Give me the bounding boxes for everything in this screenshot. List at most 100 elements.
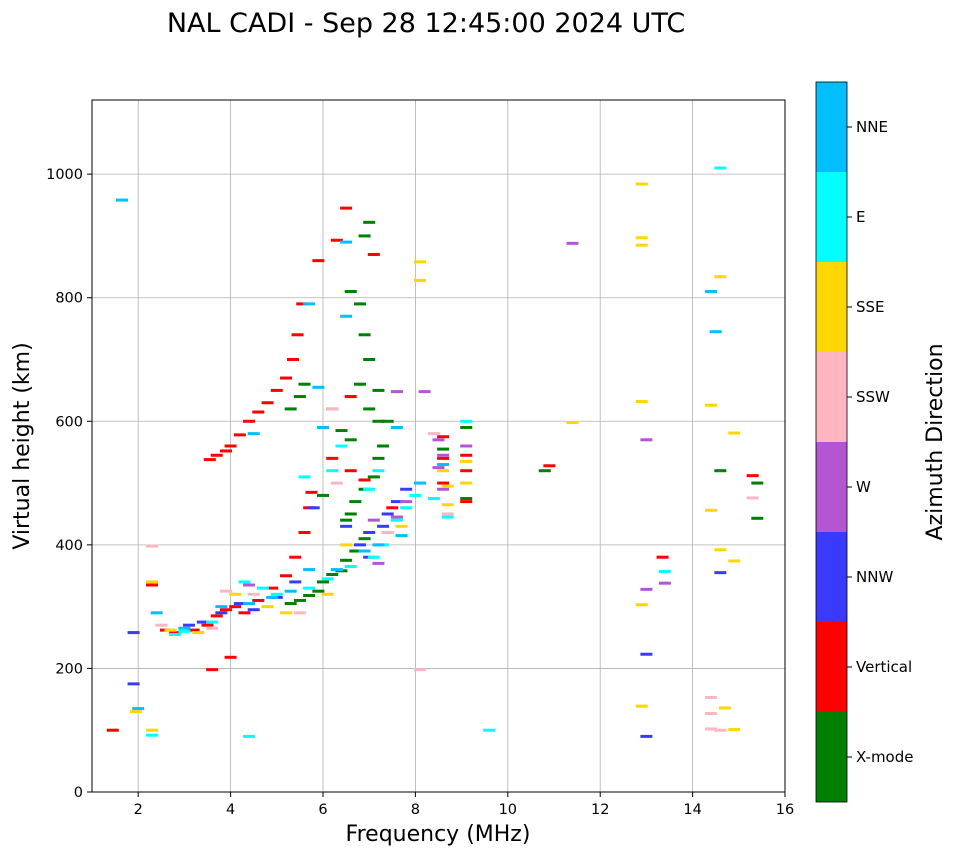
data-point [303,594,316,598]
series-nne [116,198,722,711]
data-point [460,481,473,485]
data-point [178,626,191,630]
data-point [635,400,648,404]
colorbar-segment [816,262,847,352]
colorbar-segment [816,622,847,712]
data-point [270,388,283,392]
data-point [296,302,309,306]
data-point [164,628,177,632]
data-point [206,626,219,630]
data-point [330,568,343,572]
data-point [658,569,671,573]
data-point [437,453,450,457]
data-point [640,438,653,442]
data-point [353,302,366,306]
data-point [418,390,431,394]
data-point [224,444,237,448]
data-point [243,734,256,738]
data-point [390,390,403,394]
y-tick-label: 200 [55,661,83,677]
data-point [206,668,219,672]
data-point [247,608,260,612]
data-point [432,466,445,470]
data-point [437,435,450,439]
data-point [427,432,440,436]
data-point [252,410,265,414]
data-point [714,469,727,473]
data-point [372,388,385,392]
data-point [460,469,473,473]
colorbar-tick-label: E [856,208,865,226]
data-point [432,438,445,442]
colorbar-frame [815,81,848,803]
colorbar-segment [816,712,847,802]
y-tick-label: 1000 [46,167,83,183]
data-point [390,518,403,522]
data-point [210,453,223,457]
colorbar-segment [816,442,847,532]
data-point [233,433,246,437]
data-point [187,628,200,632]
data-point [363,531,376,534]
data-point [714,275,727,279]
data-point [714,728,727,732]
x-tick-label: 12 [591,802,609,818]
data-point [714,166,727,170]
data-point [298,382,311,386]
data-point [203,458,216,462]
data-point [340,314,353,318]
data-point [229,605,242,609]
data-point [321,577,334,581]
data-point [705,727,718,731]
data-point [233,602,246,606]
data-point [367,555,380,559]
y-tick-label: 400 [55,538,83,554]
data-point [372,469,385,473]
data-point [224,655,237,659]
data-point [243,419,256,423]
data-point [247,432,260,436]
data-point [330,481,343,485]
data-point [293,611,306,615]
data-point [437,487,450,491]
data-point [746,474,759,478]
series-vertical [106,206,759,732]
data-point [127,631,140,635]
data-point [377,524,390,528]
x-tick-label: 10 [499,802,517,818]
data-point [261,605,274,609]
data-point [132,707,145,711]
data-point [635,704,648,708]
data-point [640,734,653,738]
y-tick-label: 600 [55,414,83,430]
series-sse [129,182,741,732]
data-point [460,497,473,501]
data-point [340,206,353,210]
data-point [566,421,579,425]
data-point [437,456,450,460]
data-point [317,493,329,497]
data-point [728,728,741,732]
data-point [146,728,159,732]
x-tick-label: 6 [318,802,327,818]
data-point [714,571,727,575]
data-point [219,608,232,612]
data-point [728,559,741,563]
data-point [219,449,232,453]
data-point [289,555,302,559]
data-point [326,407,339,411]
data-point [106,728,119,732]
data-point [289,580,302,584]
data-point [201,623,214,627]
data-point [146,580,159,584]
data-point [284,407,297,411]
data-point [395,524,408,528]
data-point [256,586,269,590]
data-point [460,500,473,504]
data-point [460,453,473,457]
data-point [353,382,366,386]
colorbar-segment [816,352,847,442]
data-point [460,444,473,448]
data-point [395,534,408,538]
